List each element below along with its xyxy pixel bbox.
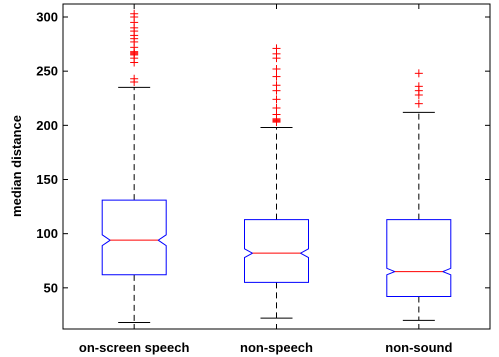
box-group-2 [244, 44, 309, 319]
box-plot-marks [101, 9, 452, 323]
x-tick-label: on-screen speech [79, 340, 190, 355]
y-tick-label: 300 [36, 10, 58, 25]
outlier-marker [414, 82, 423, 91]
outlier-marker [414, 69, 423, 78]
y-tick-label: 100 [36, 226, 58, 241]
outlier-marker [272, 95, 281, 104]
outlier-marker [272, 44, 281, 53]
notched-box [101, 199, 167, 276]
x-axis: on-screen speech non-speech non-sound [79, 4, 452, 355]
x-tick-label: non-speech [240, 340, 313, 355]
y-axis-label: median distance [9, 115, 24, 217]
outlier-marker [272, 65, 281, 73]
outlier-marker [272, 104, 281, 112]
notched-box [244, 219, 309, 283]
box-group-3 [386, 69, 452, 321]
x-tick-label: non-sound [385, 340, 452, 355]
y-tick-label: 200 [36, 118, 58, 133]
y-tick-label: 250 [36, 64, 58, 79]
outlier-marker [414, 99, 423, 108]
outlier-marker [272, 81, 281, 90]
outlier-marker [272, 72, 281, 81]
y-tick-label: 150 [36, 172, 58, 187]
outlier-marker [130, 74, 139, 83]
notched-box [386, 219, 452, 297]
y-tick-label: 50 [44, 280, 58, 295]
outlier-marker [130, 9, 139, 18]
box-group-1 [101, 9, 167, 323]
y-axis: 50 100 150 200 250 300 [36, 10, 490, 295]
